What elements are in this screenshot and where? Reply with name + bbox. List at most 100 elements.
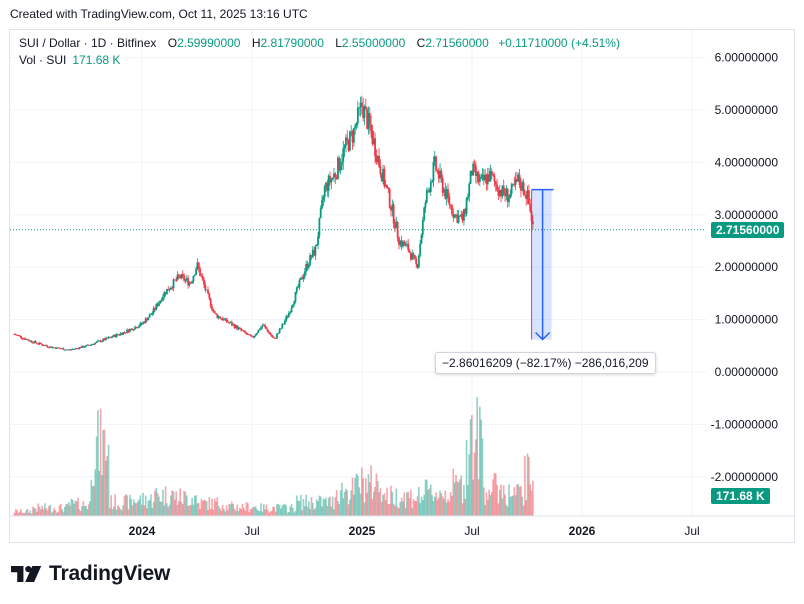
candle-body: [164, 292, 167, 295]
tradingview-logo[interactable]: TradingView: [11, 562, 170, 586]
candle-body: [403, 241, 406, 246]
volume-bar: [477, 479, 480, 516]
volume-bar: [403, 492, 406, 516]
volume-bar: [82, 501, 85, 516]
candle-body: [520, 185, 522, 191]
last-price-badge: 2.71560000: [711, 222, 785, 238]
volume-bar: [396, 506, 399, 516]
candle-body: [345, 137, 347, 146]
volume-bar: [286, 512, 289, 516]
candle-body: [36, 342, 38, 344]
volume-bar: [310, 497, 313, 516]
candle-body: [305, 263, 308, 272]
volume-bar: [304, 506, 306, 516]
candle-body: [123, 332, 126, 334]
candle-body: [447, 189, 449, 197]
volume-bar: [164, 486, 167, 516]
candle-body: [380, 174, 383, 182]
candle-body: [208, 293, 211, 299]
candle-body: [131, 328, 134, 331]
candle-body: [331, 177, 334, 179]
candle-body: [183, 275, 186, 281]
volume-bar: [394, 505, 396, 516]
volume-bar: [20, 508, 22, 516]
candle-body: [406, 243, 408, 245]
candle-body: [79, 347, 82, 349]
candle-body: [488, 174, 491, 182]
candle-body: [199, 268, 201, 276]
volume-bar: [113, 506, 115, 516]
volume-bar: [443, 499, 445, 516]
candle-body: [256, 332, 258, 335]
volume-bar: [270, 510, 273, 516]
volume-bar: [314, 507, 317, 516]
volume-bar: [317, 501, 319, 516]
volume-bar: [231, 501, 233, 516]
volume-bar: [171, 490, 173, 516]
volume-bar: [333, 509, 335, 516]
close-key: C: [416, 36, 426, 50]
candle-body: [49, 346, 52, 348]
measure-tool: [531, 188, 554, 341]
volume-bar: [143, 505, 146, 516]
candle-body: [201, 276, 204, 280]
candle-body: [379, 166, 382, 175]
volume-bar: [78, 509, 81, 516]
volume-bar: [400, 497, 403, 516]
volume-bar: [131, 505, 134, 516]
volume-label[interactable]: Vol · SUI: [19, 53, 67, 67]
volume-bar: [305, 494, 307, 516]
volume-bar: [278, 505, 281, 516]
candle-body: [424, 202, 427, 208]
volume-bar: [67, 502, 70, 516]
volume-bar: [384, 500, 387, 516]
volume-bar: [79, 511, 82, 516]
volume-bar: [412, 499, 415, 516]
candle-body: [65, 349, 68, 351]
candle-body: [173, 279, 176, 281]
candle-body: [352, 127, 355, 143]
volume-bar: [404, 507, 407, 516]
candle-body: [55, 347, 58, 349]
volume-bar: [215, 501, 217, 516]
candle-body: [138, 325, 140, 328]
candle-body: [362, 106, 365, 119]
candle-body: [240, 328, 243, 331]
candle-body: [392, 204, 395, 224]
volume-bar: [363, 502, 366, 516]
candle-body: [262, 324, 265, 326]
symbol-label[interactable]: SUI / Dollar · 1D · Bitfinex: [19, 36, 157, 50]
volume-bar: [338, 504, 341, 516]
candle-body: [387, 188, 390, 189]
volume-bar: [105, 460, 107, 516]
candle-body: [472, 163, 475, 176]
candle-body: [242, 330, 245, 332]
candle-body: [493, 175, 496, 182]
volume-bar: [288, 512, 290, 516]
volume-bar: [139, 495, 142, 516]
candle-body: [83, 346, 86, 348]
volume-bar: [172, 491, 175, 516]
candle-body: [301, 277, 304, 280]
volume-bar: [351, 477, 354, 516]
volume-bar: [383, 493, 386, 516]
volume-bar: [66, 504, 69, 516]
candle-body: [531, 221, 534, 225]
candle-body: [245, 332, 248, 335]
candle-body: [270, 334, 273, 337]
volume-bar: [249, 509, 252, 516]
candle-body: [510, 184, 513, 194]
candle-body: [168, 289, 171, 291]
volume-bar: [509, 496, 512, 516]
candle-body: [299, 277, 302, 280]
candle-body: [354, 125, 357, 128]
volume-bar: [44, 503, 46, 516]
candle-body: [306, 263, 309, 268]
volume-bar: [460, 475, 463, 516]
candle-body: [142, 322, 144, 325]
volume-bar: [284, 503, 286, 516]
candle-body: [233, 324, 236, 328]
volume-bar: [221, 504, 224, 516]
volume-bar: [497, 503, 500, 516]
